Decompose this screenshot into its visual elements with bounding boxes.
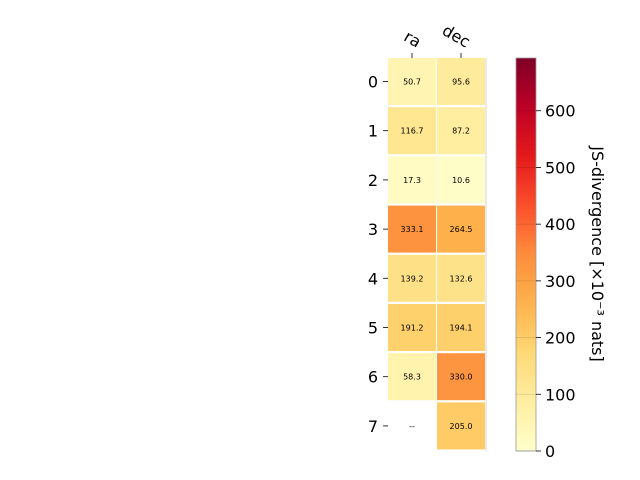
row-tick-label: 2	[368, 171, 378, 190]
cell-value-label: 205.0	[450, 422, 473, 431]
row-tick-label: 1	[368, 122, 378, 141]
cell-value-label: 17.3	[403, 176, 421, 185]
column-axis: ra dec	[401, 21, 474, 58]
colorbar-label: JS-divergence [×10⁻³ nats]	[588, 145, 607, 361]
heatmap-cell	[437, 353, 485, 401]
cell-value-label: 116.7	[401, 127, 424, 136]
column-tick-label: ra	[401, 27, 425, 52]
row-tick-label: 6	[368, 368, 378, 387]
heatmap-cell	[437, 205, 485, 253]
colorbar-tick-label: 500	[545, 158, 576, 177]
colorbar-gradient	[515, 57, 537, 452]
cell-value-label: 10.6	[452, 176, 470, 185]
heatmap-cell	[437, 304, 485, 351]
heatmap-cell	[388, 156, 436, 204]
row-tick-label: 7	[368, 417, 378, 436]
cell-value-label: 132.6	[450, 274, 473, 283]
cell-value-label: 50.7	[403, 78, 421, 87]
colorbar-tick-label: 300	[545, 272, 576, 291]
cell-value-label: 194.1	[450, 324, 473, 333]
heatmap-cell-labels: 50.7 95.6 116.7 87.2 17.3 10.6 333.1 264.5 139.2…	[401, 78, 473, 431]
cell-value-label: 264.5	[450, 225, 473, 234]
row-axis: 0 1 2 3 4 5 6 7	[368, 73, 388, 436]
colorbar-tick-label: 200	[545, 329, 576, 348]
cell-value-label: 95.6	[452, 78, 470, 87]
heatmap-cell	[388, 107, 436, 155]
row-tick-label: 3	[368, 220, 378, 239]
cell-value-label: 330.0	[450, 373, 473, 382]
heatmap-cell	[437, 402, 485, 450]
heatmap-cell	[388, 353, 436, 401]
colorbar: 0 100 200 300 400 500 600	[515, 57, 576, 461]
heatmap-cell	[388, 304, 436, 351]
row-tick-label: 0	[368, 73, 378, 92]
colorbar-tick-label: 100	[545, 385, 576, 404]
heatmap-cell	[437, 254, 485, 302]
row-tick-label: 5	[368, 319, 378, 338]
cell-value-label: 87.2	[452, 127, 470, 136]
heatmap-cell	[388, 205, 436, 253]
cell-value-label: 58.3	[403, 373, 421, 382]
heatmap-cell	[437, 156, 485, 204]
heatmap-cells	[388, 58, 487, 451]
colorbar-tick-label: 0	[545, 442, 555, 461]
heatmap-cell	[437, 107, 485, 155]
cell-value-label: --	[409, 422, 415, 431]
heatmap-cell	[437, 58, 485, 105]
cell-value-label: 139.2	[401, 274, 424, 283]
column-tick-label: dec	[439, 21, 473, 52]
colorbar-tick-label: 400	[545, 215, 576, 234]
cell-value-label: 191.2	[401, 324, 424, 333]
heatmap-cell	[388, 254, 436, 302]
colorbar-tick-label: 600	[545, 102, 576, 121]
row-tick-label: 4	[368, 269, 378, 288]
cell-value-label: 333.1	[401, 225, 424, 234]
heatmap-cell	[388, 58, 436, 105]
